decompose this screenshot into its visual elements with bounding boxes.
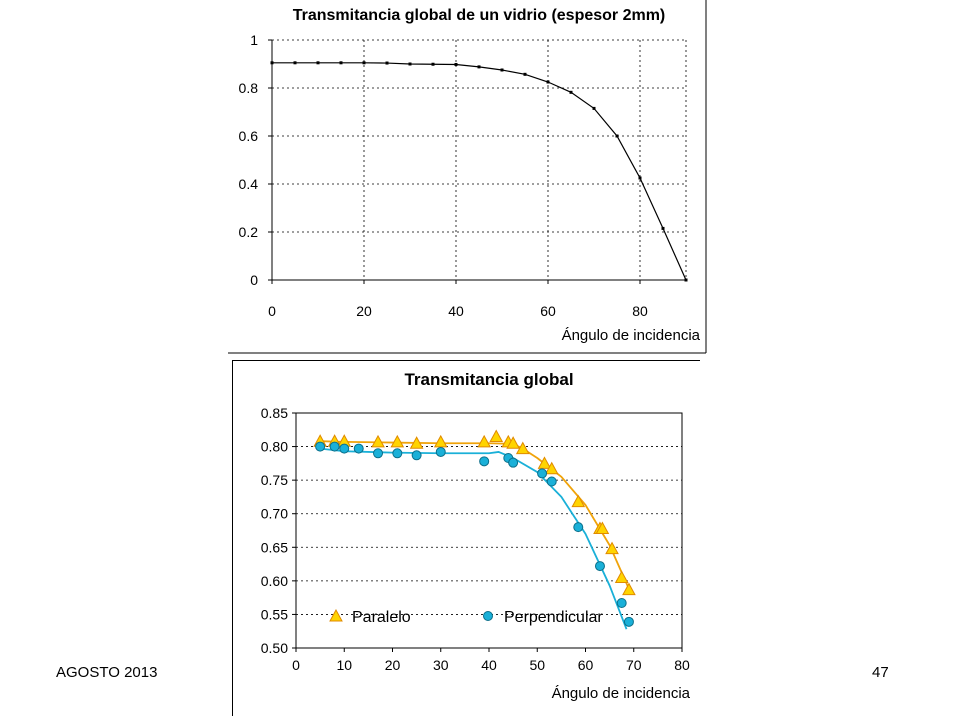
data-point-circle <box>411 450 422 461</box>
data-point <box>684 278 688 282</box>
series-line <box>272 62 687 281</box>
top-chart: Transmitancia global de un vidrio (espes… <box>228 0 707 354</box>
y-tick-label: 0.4 <box>239 176 259 192</box>
data-point <box>638 176 642 180</box>
data-point <box>339 61 343 65</box>
x-tick-label: 70 <box>626 657 642 673</box>
legend-marker <box>483 611 493 621</box>
x-tick-label: 50 <box>529 657 545 673</box>
y-tick-label: 0 <box>250 272 258 288</box>
x-tick-label: 30 <box>433 657 449 673</box>
data-point-triangle <box>515 441 530 455</box>
data-point <box>362 61 366 65</box>
data-point-triangle <box>622 582 636 596</box>
x-tick-label: 40 <box>448 303 464 319</box>
data-point-circle <box>353 443 364 454</box>
data-point <box>270 61 274 65</box>
chart-title: Transmitancia global de un vidrio (espes… <box>293 7 666 24</box>
data-point-triangle <box>489 429 504 442</box>
x-tick-label: 0 <box>268 303 276 319</box>
footer-page-number: 47 <box>872 664 889 681</box>
data-point <box>592 106 596 110</box>
data-point <box>661 226 665 230</box>
data-point-circle <box>573 522 584 533</box>
data-point-triangle <box>595 521 610 534</box>
legend-label: Paralelo <box>352 609 411 626</box>
data-point-circle <box>479 456 490 467</box>
data-point-circle <box>508 457 519 468</box>
data-point <box>477 65 481 69</box>
y-tick-label: 0.85 <box>261 405 288 421</box>
data-point-triangle <box>371 434 385 448</box>
data-point-triangle <box>477 434 492 448</box>
y-tick-label: 1 <box>250 32 258 48</box>
data-point-circle <box>392 448 403 459</box>
y-tick-label: 0.60 <box>261 573 288 589</box>
data-point <box>408 62 412 66</box>
data-point-circle <box>435 446 446 457</box>
series-fit-line <box>320 440 630 590</box>
data-point-circle <box>339 443 350 454</box>
data-point-triangle <box>571 494 586 508</box>
data-point-circle <box>537 468 548 479</box>
plot-area <box>295 412 683 649</box>
data-point-circle <box>594 561 605 572</box>
y-tick-label: 0.80 <box>261 439 288 455</box>
data-point-triangle <box>544 461 559 475</box>
x-tick-label: 80 <box>632 303 648 319</box>
data-point-circle <box>373 448 384 459</box>
x-tick-label: 20 <box>385 657 401 673</box>
data-point-triangle <box>614 570 629 583</box>
y-tick-label: 0.6 <box>239 128 259 144</box>
data-point <box>615 134 619 138</box>
data-point-triangle <box>409 436 424 449</box>
x-tick-label: 40 <box>481 657 497 673</box>
data-point-triangle <box>390 434 405 448</box>
data-point-circle <box>623 616 634 627</box>
y-tick-label: 0.2 <box>239 224 259 240</box>
data-point-triangle <box>506 436 520 449</box>
y-tick-label: 0.55 <box>261 606 288 622</box>
y-tick-label: 0.65 <box>261 539 288 555</box>
x-tick-label: 20 <box>356 303 372 319</box>
data-point <box>523 72 527 76</box>
legend-marker <box>329 608 343 622</box>
x-axis-label: Ángulo de incidencia <box>552 685 691 702</box>
y-tick-label: 0.70 <box>261 506 288 522</box>
chart-title: Transmitancia global <box>404 370 573 389</box>
x-axis-label: Ángulo de incidencia <box>562 327 701 344</box>
data-point-triangle <box>605 541 619 555</box>
y-tick-label: 0.75 <box>261 472 288 488</box>
data-point-circle <box>546 476 557 487</box>
data-point <box>431 62 435 66</box>
y-tick-label: 0.50 <box>261 640 288 656</box>
data-point <box>316 61 320 65</box>
x-tick-label: 0 <box>292 657 300 673</box>
x-tick-label: 60 <box>540 303 556 319</box>
series-fit-line <box>320 447 628 630</box>
data-point <box>385 61 389 65</box>
data-point <box>454 62 458 66</box>
data-point-circle <box>329 441 340 452</box>
y-tick-label: 0.8 <box>239 80 259 96</box>
data-point <box>293 61 297 65</box>
x-tick-label: 10 <box>336 657 352 673</box>
x-tick-label: 80 <box>674 657 690 673</box>
top-chart-panel: Transmitancia global de un vidrio (espes… <box>228 0 708 356</box>
data-point <box>500 68 504 72</box>
bottom-chart-panel: Transmitancia global 0.50 0.55 0.60 0.65 0.70… <box>232 360 700 716</box>
x-tick-label: 60 <box>578 657 594 673</box>
footer-date: AGOSTO 2013 <box>56 664 158 681</box>
data-point-triangle <box>537 456 552 469</box>
data-point <box>546 80 550 84</box>
data-point-triangle <box>433 434 448 448</box>
legend-label: Perpendicular <box>504 609 603 626</box>
data-point <box>569 90 573 94</box>
data-point-circle <box>616 598 627 609</box>
data-point-circle <box>315 441 326 452</box>
bottom-chart: Transmitancia global 0.50 0.55 0.60 0.65 0.70… <box>232 360 700 716</box>
